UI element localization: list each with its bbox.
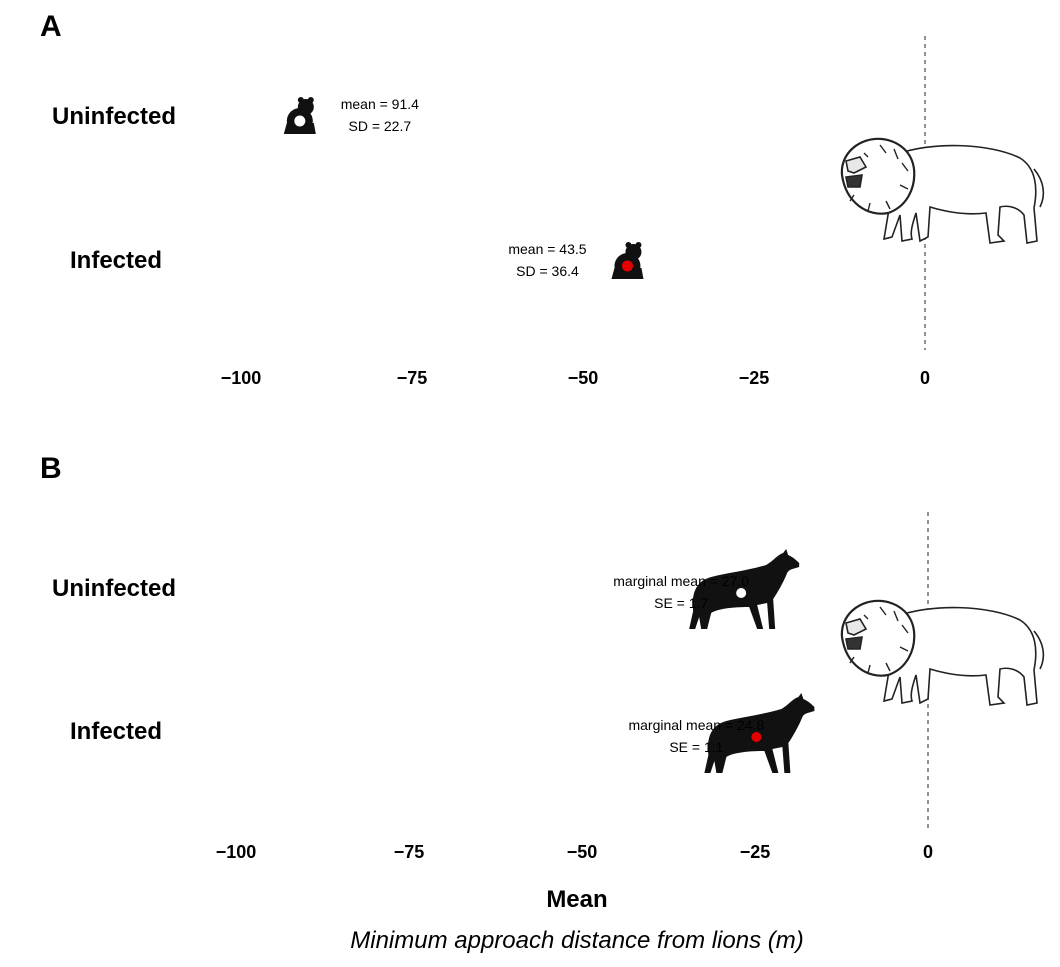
- x-axis-title: Mean: [546, 886, 607, 913]
- x-tick-label: −100: [221, 368, 262, 388]
- x-tick-label: 0: [920, 368, 930, 388]
- spread-label: SD = 36.4: [516, 263, 579, 279]
- data-point-infected: mean = 43.5 SD = 36.4: [508, 241, 644, 279]
- data-point-uninfected: marginal mean = 27.0 SE = 1.7: [613, 549, 800, 629]
- spread-label: SE = 1.7: [654, 595, 708, 611]
- x-tick-label: −75: [394, 842, 425, 862]
- point-marker: [736, 588, 747, 598]
- lion-icon: [840, 137, 1045, 245]
- spread-label: SE = 1.1: [669, 739, 723, 755]
- panel-letter-b: B: [40, 452, 62, 485]
- x-tick-label: −50: [567, 842, 598, 862]
- row-label-uninfected: Uninfected: [52, 575, 176, 602]
- x-tick-label: −50: [568, 368, 599, 388]
- x-axis-subtitle: Minimum approach distance from lions (m): [350, 927, 803, 954]
- row-label-infected: Infected: [70, 718, 162, 745]
- data-point-uninfected: mean = 91.4 SD = 22.7: [283, 96, 419, 134]
- point-marker: [751, 732, 762, 742]
- x-tick-label: 0: [923, 842, 933, 862]
- x-tick-label: −25: [739, 368, 770, 388]
- mean-label: mean = 43.5: [508, 241, 586, 257]
- x-tick-labels: −100 −75 −50 −25 0: [221, 368, 930, 388]
- data-point-infected: marginal mean = 24.8 SE = 1.1: [628, 693, 815, 773]
- data-points: mean = 91.4 SD = 22.7 mean = 43.5 SD = 36.4: [283, 96, 644, 279]
- x-tick-label: −25: [740, 842, 771, 862]
- x-tick-label: −75: [397, 368, 428, 388]
- x-tick-label: −100: [216, 842, 257, 862]
- point-marker: [294, 115, 306, 127]
- mean-label: mean = 91.4: [341, 96, 419, 112]
- row-label-infected: Infected: [70, 247, 162, 274]
- spread-label: SD = 22.7: [348, 118, 411, 134]
- x-tick-labels: −100 −75 −50 −25 0: [216, 842, 933, 862]
- mean-label: marginal mean = 27.0: [613, 573, 749, 589]
- row-label-uninfected: Uninfected: [52, 103, 176, 130]
- panel-letter-a: A: [40, 10, 62, 43]
- panel-a: A Uninfected Infected −100 −75 −50 −25 0 mea…: [40, 10, 1045, 388]
- lion-icon: [840, 599, 1045, 707]
- mean-label: marginal mean = 24.8: [628, 717, 764, 733]
- point-marker: [621, 260, 633, 272]
- panel-b: B Uninfected Infected −100 −75 −50 −25 0 mar…: [40, 452, 1045, 862]
